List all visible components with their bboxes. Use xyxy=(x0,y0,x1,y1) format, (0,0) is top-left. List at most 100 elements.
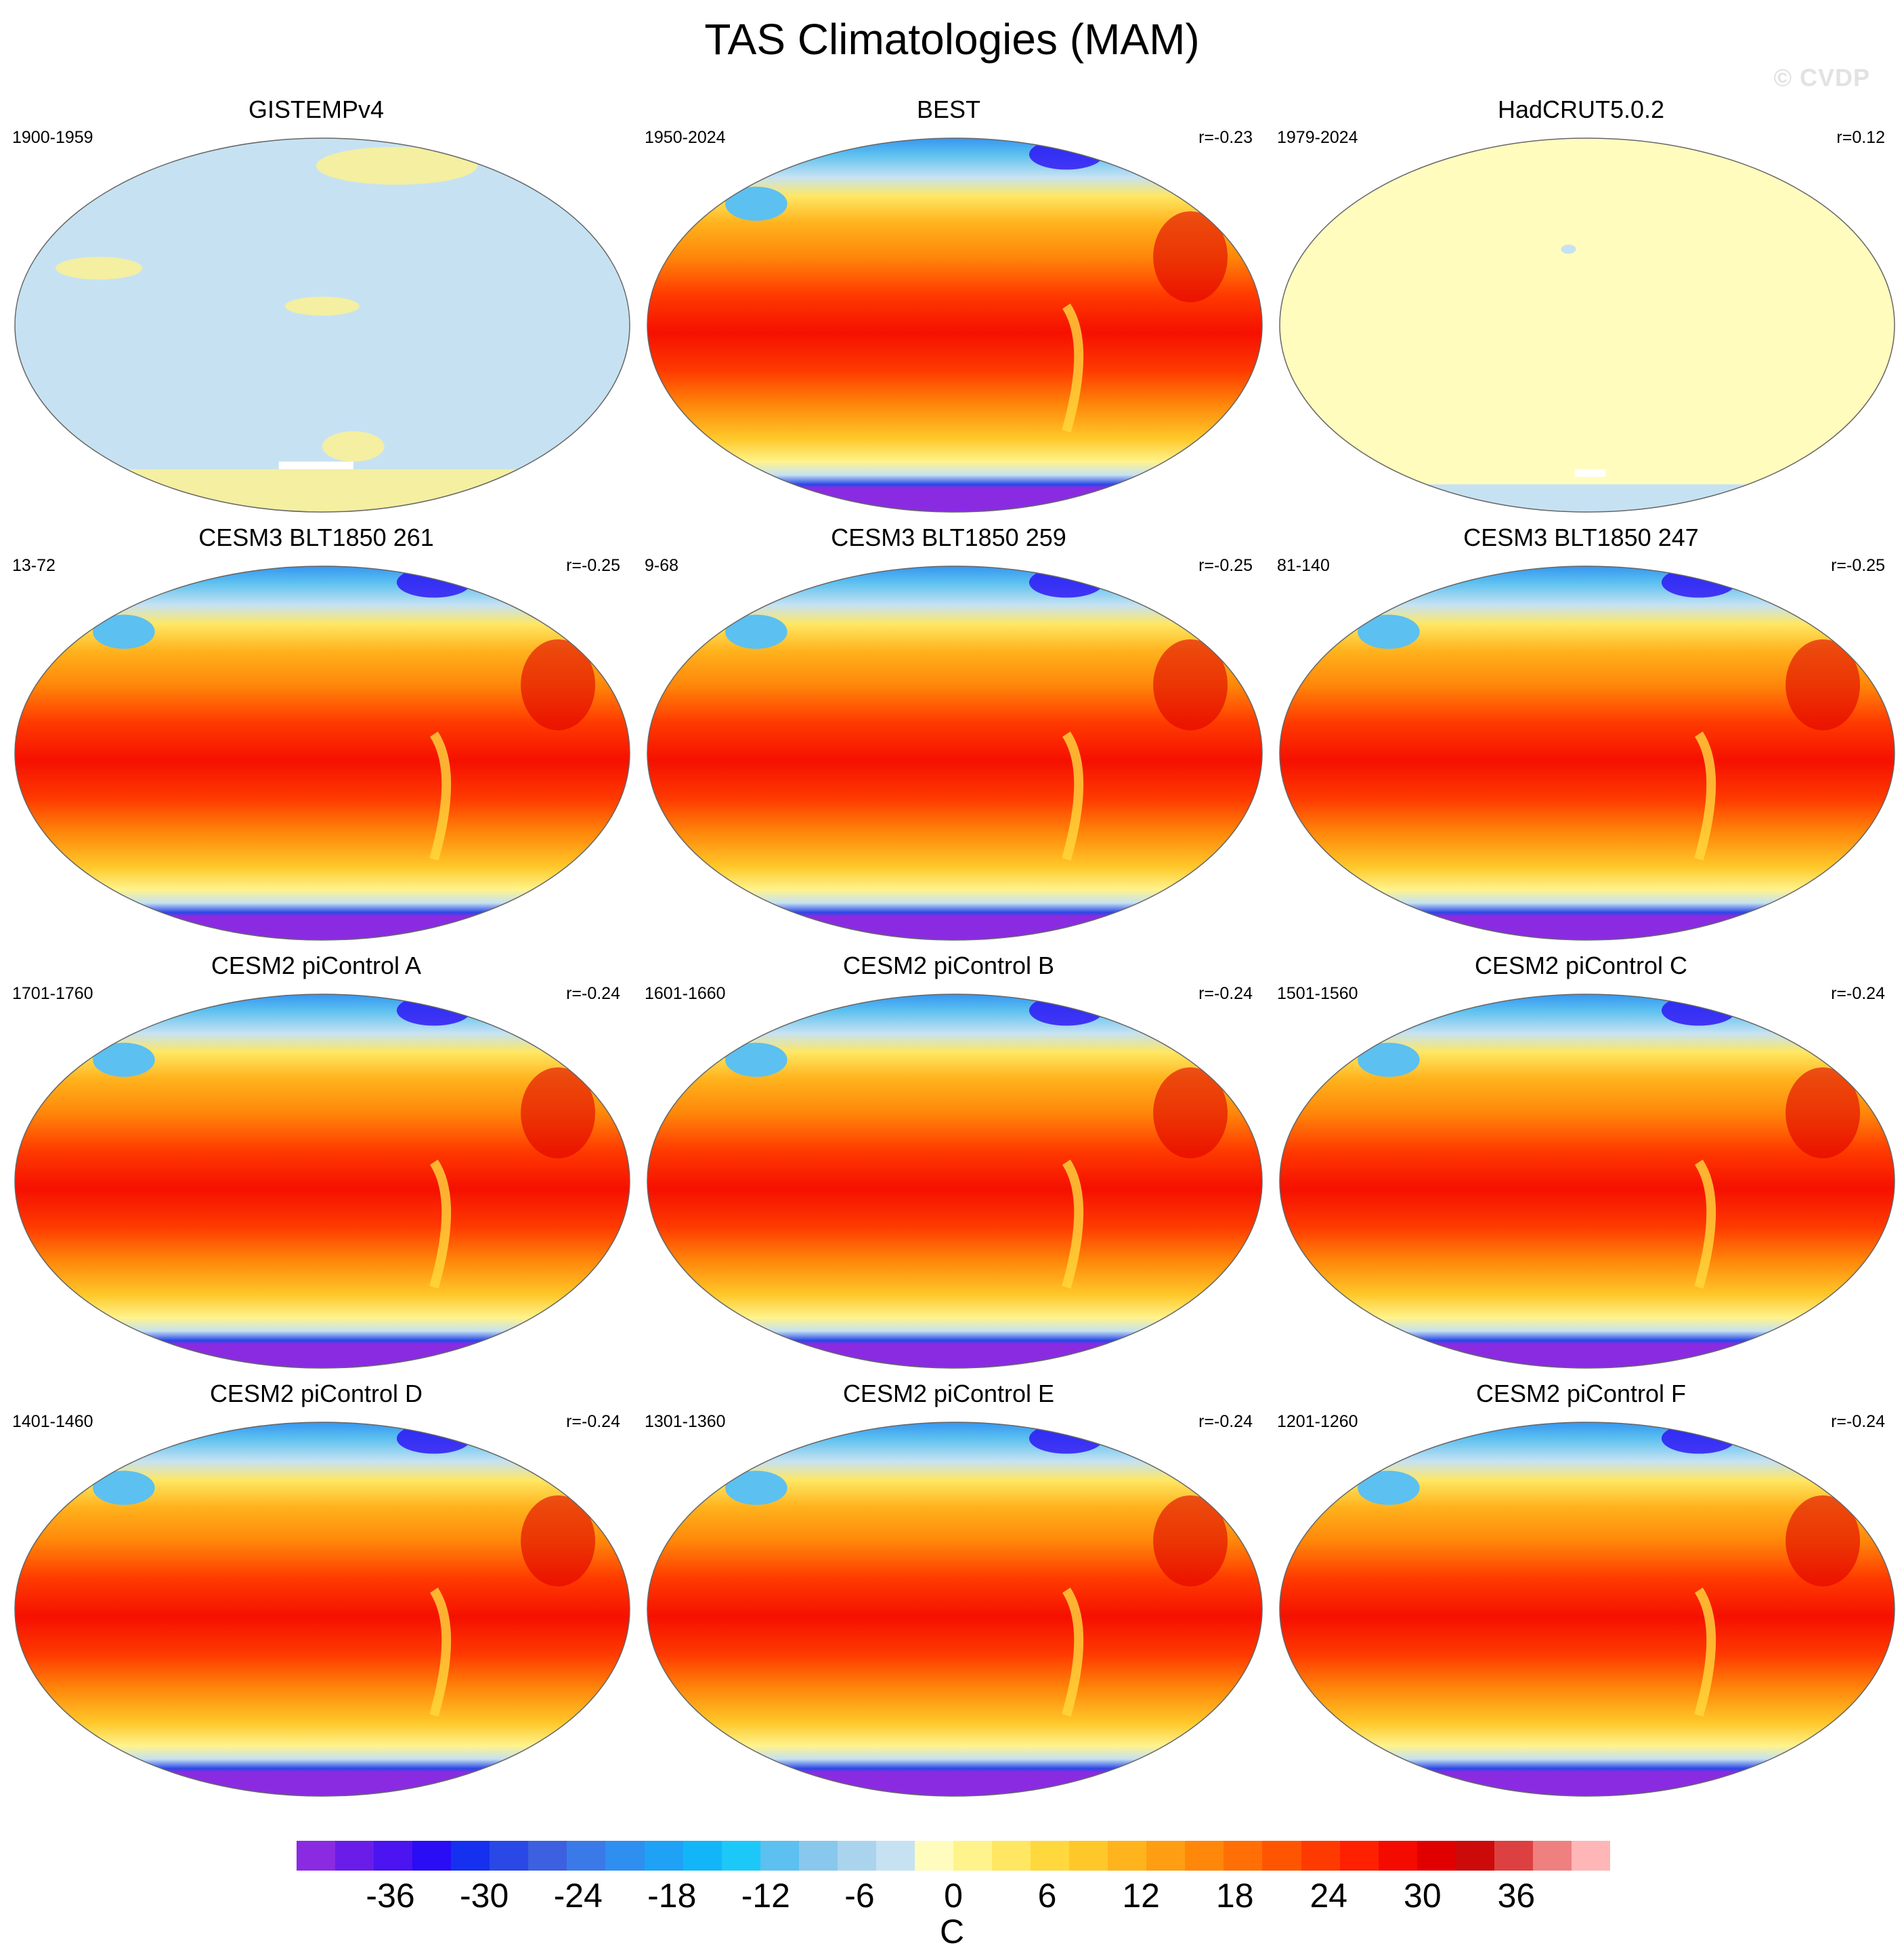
panel-period: 1401-1460 xyxy=(12,1412,93,1431)
panel-period: 1950-2024 xyxy=(645,128,726,147)
colorbar-cell xyxy=(953,1841,993,1871)
panel-title: CESM3 BLT1850 259 xyxy=(831,524,1066,551)
panel-period: 81-140 xyxy=(1277,556,1330,575)
world-map xyxy=(1277,992,1897,1371)
panel-correlation: r=-0.24 xyxy=(566,1412,620,1431)
panel-title: CESM2 piControl A xyxy=(211,952,422,979)
panel-correlation: r=-0.25 xyxy=(1831,556,1885,575)
world-map xyxy=(645,563,1265,943)
map-panel: CESM3 BLT1850 261 13-72 r=-0.25 xyxy=(0,523,632,943)
colorbar-cell xyxy=(605,1841,645,1871)
world-map xyxy=(645,992,1265,1371)
colorbar-tick-label: -12 xyxy=(741,1877,790,1915)
colorbar-cell xyxy=(451,1841,490,1871)
map-panel: CESM2 piControl A 1701-1760 r=-0.24 xyxy=(0,951,632,1371)
colorbar-tick-label: -18 xyxy=(647,1877,697,1915)
panel-correlation: r=0.12 xyxy=(1836,128,1885,147)
world-map xyxy=(1277,135,1897,515)
panel-title: GISTEMPv4 xyxy=(248,95,385,123)
map-panel: CESM2 piControl E 1301-1360 r=-0.24 xyxy=(632,1379,1265,1799)
panel-correlation: r=-0.23 xyxy=(1198,128,1253,147)
colorbar-unit: C xyxy=(939,1913,965,1951)
world-map xyxy=(645,1420,1265,1799)
colorbar-cell xyxy=(1416,1841,1456,1871)
panel-period: 1979-2024 xyxy=(1277,128,1358,147)
colorbar-cell xyxy=(567,1841,606,1871)
panel-period: 9-68 xyxy=(645,556,679,575)
panel-title: CESM2 piControl B xyxy=(842,952,1055,979)
colorbar-cell xyxy=(1224,1841,1263,1871)
world-map xyxy=(645,135,1265,515)
map-panel: GISTEMPv4 1900-1959 xyxy=(0,95,632,515)
colorbar-cell xyxy=(875,1841,915,1871)
colorbar-cell xyxy=(374,1841,413,1871)
colorbar-tick-label: 6 xyxy=(1037,1877,1057,1915)
panel-correlation: r=-0.24 xyxy=(1198,984,1253,1003)
colorbar-cell xyxy=(1494,1841,1534,1871)
world-map xyxy=(12,992,632,1371)
colorbar-cell xyxy=(1339,1841,1379,1871)
colorbar-cell xyxy=(1455,1841,1495,1871)
watermark: © CVDP xyxy=(1773,64,1870,91)
colorbar-cell xyxy=(798,1841,838,1871)
colorbar-cell xyxy=(721,1841,761,1871)
colorbar-cell xyxy=(1262,1841,1302,1871)
colorbar-tick-label: 30 xyxy=(1404,1877,1442,1915)
panel-period: 1601-1660 xyxy=(645,984,726,1003)
panel-period: 1701-1760 xyxy=(12,984,93,1003)
colorbar-tick-label: 0 xyxy=(944,1877,963,1915)
colorbar-tick-label: 18 xyxy=(1215,1877,1254,1915)
colorbar-cell xyxy=(1185,1841,1224,1871)
world-map xyxy=(1277,1420,1897,1799)
world-map xyxy=(12,563,632,943)
colorbar-cell xyxy=(1108,1841,1147,1871)
panel-correlation: r=-0.25 xyxy=(1198,556,1253,575)
colorbar-tick-label: 36 xyxy=(1497,1877,1536,1915)
colorbar-cell xyxy=(1532,1841,1572,1871)
map-panel: CESM2 piControl C 1501-1560 r=-0.24 xyxy=(1265,951,1897,1371)
panel-title: CESM2 piControl E xyxy=(842,1380,1055,1407)
panel-title: CESM2 piControl F xyxy=(1475,1380,1687,1407)
map-panel: CESM3 BLT1850 259 9-68 r=-0.25 xyxy=(632,523,1265,943)
colorbar-cell xyxy=(1069,1841,1108,1871)
map-panel: CESM3 BLT1850 247 81-140 r=-0.25 xyxy=(1265,523,1897,943)
colorbar-cell xyxy=(683,1841,722,1871)
colorbar-cell xyxy=(297,1841,336,1871)
colorbar-cell xyxy=(1146,1841,1186,1871)
colorbar-cell xyxy=(1031,1841,1070,1871)
panel-title: CESM2 piControl D xyxy=(209,1380,423,1407)
panel-title: CESM3 BLT1850 261 xyxy=(198,524,434,551)
map-panel: BEST 1950-2024 r=-0.23 xyxy=(632,95,1265,515)
world-map xyxy=(12,1420,632,1799)
panel-title: HadCRUT5.0.2 xyxy=(1497,95,1665,123)
panel-title: BEST xyxy=(916,95,981,123)
panel-title: CESM3 BLT1850 247 xyxy=(1463,524,1699,551)
map-panel: CESM2 piControl B 1601-1660 r=-0.24 xyxy=(632,951,1265,1371)
colorbar-cell xyxy=(992,1841,1031,1871)
colorbar xyxy=(297,1841,1611,1871)
map-panel: CESM2 piControl D 1401-1460 r=-0.24 xyxy=(0,1379,632,1799)
colorbar-cell xyxy=(644,1841,684,1871)
world-map xyxy=(12,135,632,515)
panel-correlation: r=-0.24 xyxy=(1198,1412,1253,1431)
colorbar-tick-label: 12 xyxy=(1122,1877,1160,1915)
colorbar-tick-label: -6 xyxy=(844,1877,875,1915)
panel-correlation: r=-0.24 xyxy=(1831,984,1885,1003)
colorbar-tick-label: -24 xyxy=(553,1877,603,1915)
figure-title: TAS Climatologies (MAM) xyxy=(704,15,1200,64)
colorbar-cell xyxy=(837,1841,877,1871)
colorbar-tick-label: -30 xyxy=(460,1877,509,1915)
panel-period: 1900-1959 xyxy=(12,128,93,147)
panel-correlation: r=-0.24 xyxy=(1831,1412,1885,1431)
colorbar-cell xyxy=(1378,1841,1418,1871)
colorbar-tick-label: 24 xyxy=(1310,1877,1348,1915)
world-map xyxy=(1277,563,1897,943)
map-panel: CESM2 piControl F 1201-1260 r=-0.24 xyxy=(1265,1379,1897,1799)
panel-period: 1301-1360 xyxy=(645,1412,726,1431)
colorbar-cell xyxy=(528,1841,567,1871)
panel-period: 13-72 xyxy=(12,556,56,575)
colorbar-cell xyxy=(335,1841,374,1871)
panel-period: 1501-1560 xyxy=(1277,984,1358,1003)
colorbar-cell xyxy=(760,1841,800,1871)
colorbar-cell xyxy=(412,1841,452,1871)
